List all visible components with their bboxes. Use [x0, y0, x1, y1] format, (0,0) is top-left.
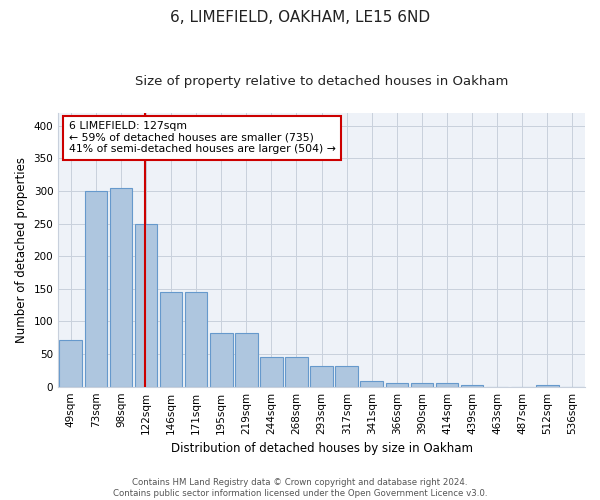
Text: Contains HM Land Registry data © Crown copyright and database right 2024.
Contai: Contains HM Land Registry data © Crown c…: [113, 478, 487, 498]
Bar: [410, 383, 433, 386]
Bar: [235, 332, 257, 386]
Bar: [335, 366, 358, 386]
Bar: [536, 384, 559, 386]
Bar: [85, 191, 107, 386]
Bar: [361, 382, 383, 386]
Bar: [134, 224, 157, 386]
X-axis label: Distribution of detached houses by size in Oakham: Distribution of detached houses by size …: [170, 442, 473, 455]
Text: 6, LIMEFIELD, OAKHAM, LE15 6ND: 6, LIMEFIELD, OAKHAM, LE15 6ND: [170, 10, 430, 25]
Bar: [310, 366, 333, 386]
Title: Size of property relative to detached houses in Oakham: Size of property relative to detached ho…: [135, 75, 508, 88]
Bar: [260, 358, 283, 386]
Bar: [185, 292, 208, 386]
Text: 6 LIMEFIELD: 127sqm
← 59% of detached houses are smaller (735)
41% of semi-detac: 6 LIMEFIELD: 127sqm ← 59% of detached ho…: [69, 121, 335, 154]
Y-axis label: Number of detached properties: Number of detached properties: [15, 156, 28, 342]
Bar: [59, 340, 82, 386]
Bar: [160, 292, 182, 386]
Bar: [210, 332, 233, 386]
Bar: [386, 383, 408, 386]
Bar: [110, 188, 132, 386]
Bar: [436, 383, 458, 386]
Bar: [285, 358, 308, 386]
